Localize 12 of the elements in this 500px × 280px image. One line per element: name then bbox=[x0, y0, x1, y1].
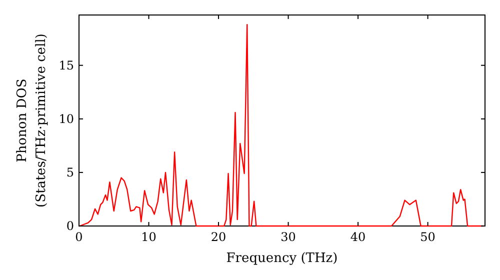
x-tick-label: 30 bbox=[280, 230, 296, 244]
y-tick-label: 5 bbox=[66, 165, 74, 180]
x-tick-label: 50 bbox=[420, 230, 436, 244]
x-axis-title: Frequency (THz) bbox=[226, 251, 338, 266]
y-tick-label: 15 bbox=[58, 58, 74, 72]
y-axis-title: Phonon DOS (States/THz·primitive cell) bbox=[15, 33, 49, 208]
x-tick-label: 40 bbox=[350, 230, 366, 244]
x-tick-label: 20 bbox=[210, 230, 226, 244]
y-tick-label: 10 bbox=[58, 112, 74, 126]
x-tick-label: 10 bbox=[141, 230, 156, 244]
x-tick-label: 0 bbox=[75, 230, 83, 244]
y-tick-label: 0 bbox=[66, 219, 74, 233]
